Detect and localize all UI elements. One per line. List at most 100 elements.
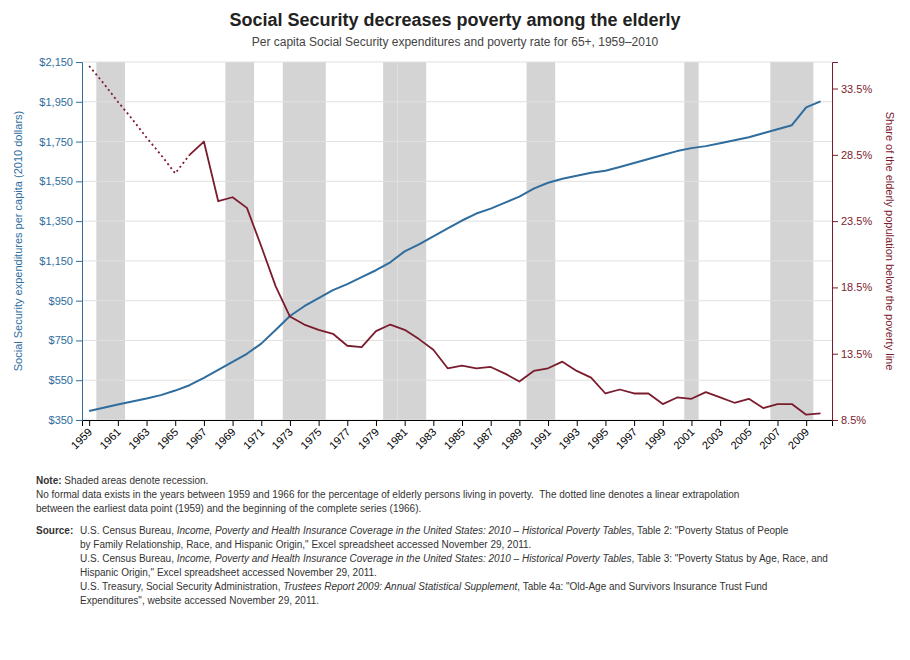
tick-mark xyxy=(319,420,320,426)
tick-mark xyxy=(347,420,348,426)
tick-mark xyxy=(204,420,205,426)
grid-line xyxy=(82,300,832,301)
tick: 1985 xyxy=(441,420,467,451)
tick-mark xyxy=(462,420,463,426)
tick-label: 18.5% xyxy=(841,281,872,293)
tick: $1,350 xyxy=(39,215,82,227)
tick: 1981 xyxy=(384,420,410,451)
source-text: , Table 2: "Poverty Status of People xyxy=(632,525,789,536)
tick-label: 1961 xyxy=(97,426,123,452)
tick-label: 1965 xyxy=(155,426,181,452)
tick-mark xyxy=(76,102,82,103)
tick-mark xyxy=(89,420,90,426)
grid-line xyxy=(82,62,832,63)
tick-label: 1997 xyxy=(613,426,639,452)
recession-band xyxy=(96,62,125,420)
tick-mark xyxy=(376,420,377,426)
tick-mark xyxy=(261,420,262,426)
tick-mark xyxy=(663,420,664,426)
tick: 2007 xyxy=(757,420,783,451)
tick: $2,150 xyxy=(39,56,82,68)
tick-mark xyxy=(76,301,82,302)
note-label: Note: xyxy=(36,475,62,486)
tick-mark xyxy=(76,181,82,182)
subtitle: Per capita Social Security expenditures … xyxy=(252,35,659,49)
note: No formal data exists in the years betwe… xyxy=(36,489,739,500)
tick-label: 1989 xyxy=(499,426,525,452)
tick: 1997 xyxy=(613,420,639,451)
tick: 1963 xyxy=(126,420,152,451)
tick-label: 13.5% xyxy=(841,348,872,360)
tick-label: $2,150 xyxy=(39,56,73,68)
tick-label: 1979 xyxy=(355,426,381,452)
tick-mark xyxy=(147,420,148,426)
source-publication: Trustees Report 2009: Annual Statistical… xyxy=(283,581,518,592)
tick: $1,950 xyxy=(39,96,82,108)
tick: $550 xyxy=(49,374,82,386)
chart-svg: Social Security decreases poverty among … xyxy=(0,0,910,660)
grid-line xyxy=(82,181,832,182)
axis: 8.5%13.5%18.5%23.5%28.5%33.5% xyxy=(832,63,872,427)
tick-mark xyxy=(605,420,606,426)
tick-label: $1,550 xyxy=(39,175,73,187)
tick-label: $1,150 xyxy=(39,255,73,267)
grid-line xyxy=(82,101,832,102)
tick: 1983 xyxy=(413,420,439,451)
plot-area: 1959196119631965196719691971197319751977… xyxy=(39,56,872,451)
tick: 2009 xyxy=(786,420,812,451)
tick-label: 1967 xyxy=(183,426,209,452)
tick: 1975 xyxy=(298,420,324,451)
tick-label: 1991 xyxy=(527,426,553,452)
tick: 1969 xyxy=(212,420,238,451)
tick: 23.5% xyxy=(832,215,872,227)
tick: 18.5% xyxy=(832,281,872,293)
tick-mark xyxy=(118,420,119,426)
source-line: by Family Relationship, Race, and Hispan… xyxy=(80,539,531,550)
tick: 1991 xyxy=(527,420,553,451)
lines xyxy=(89,66,820,415)
tick-label: 1993 xyxy=(556,426,582,452)
tick-label: 2003 xyxy=(700,426,726,452)
tick: 1977 xyxy=(327,420,353,451)
tick-mark xyxy=(720,420,721,426)
recession-band xyxy=(383,62,397,420)
tick: 1965 xyxy=(155,420,181,451)
tick: 1987 xyxy=(470,420,496,451)
tick-label: 1973 xyxy=(269,426,295,452)
source-line: U.S. Census Bureau, Income, Poverty and … xyxy=(80,525,789,536)
tick-mark xyxy=(233,420,234,426)
tick-mark xyxy=(749,420,750,426)
note-text: No formal data exists in the years betwe… xyxy=(36,489,739,500)
tick-label: $350 xyxy=(49,414,73,426)
recession-band xyxy=(225,62,254,420)
recession-band xyxy=(397,62,426,420)
tick-mark xyxy=(634,420,635,426)
tick: 2001 xyxy=(671,420,697,451)
tick-label: 2007 xyxy=(757,426,783,452)
source-line: U.S. Census Bureau, Income, Poverty and … xyxy=(80,553,828,564)
tick-label: $550 xyxy=(49,374,73,386)
tick-label: 2005 xyxy=(728,426,754,452)
tick-mark xyxy=(519,420,520,426)
tick-label: 1959 xyxy=(69,426,95,452)
tick-mark xyxy=(76,261,82,262)
tick-label: 2001 xyxy=(671,426,697,452)
grid xyxy=(82,62,832,420)
recession-band xyxy=(283,62,326,420)
tick: $950 xyxy=(49,295,82,307)
tick: $350 xyxy=(49,414,82,426)
tick-label: 2009 xyxy=(786,426,812,452)
tick-mark xyxy=(76,340,82,341)
tick-mark xyxy=(577,420,578,426)
tick-mark xyxy=(76,142,82,143)
tick-label: 23.5% xyxy=(841,215,872,227)
note: Note: Shaded areas denote recession. xyxy=(36,475,208,486)
tick-label: 8.5% xyxy=(841,414,866,426)
tick-label: 1985 xyxy=(441,426,467,452)
tick-label: 1971 xyxy=(241,426,267,452)
tick-mark xyxy=(832,155,838,156)
recession-band xyxy=(684,62,698,420)
tick: $1,550 xyxy=(39,175,82,187)
tick-mark xyxy=(778,420,779,426)
tick-mark xyxy=(433,420,434,426)
